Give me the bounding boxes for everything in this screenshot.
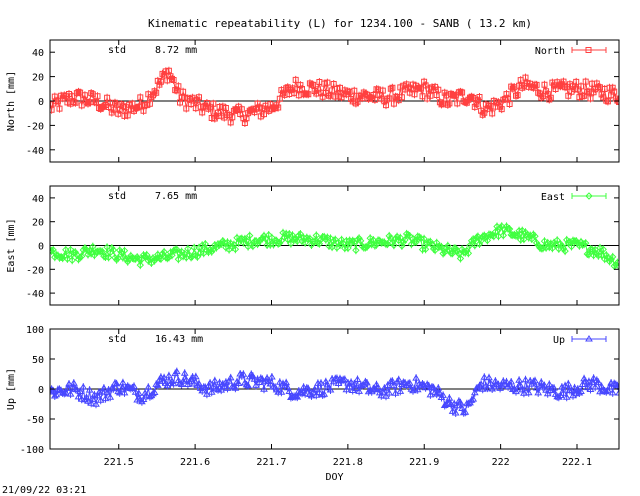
- y-tick-label: -50: [26, 415, 44, 426]
- y-tick-label: -40: [26, 146, 44, 157]
- x-tick-label: 221.5: [104, 457, 134, 468]
- std-label: std: [108, 45, 126, 56]
- y-tick-label: -40: [26, 289, 44, 300]
- std-value: 8.72 mm: [155, 45, 197, 56]
- x-tick-label: 221.8: [333, 457, 363, 468]
- y-tick-label: 50: [32, 355, 44, 366]
- legend-label: North: [535, 46, 565, 57]
- figure-title: Kinematic repeatability (L) for 1234.100…: [148, 17, 532, 30]
- east-series: [50, 222, 619, 271]
- up-panel: -100 -50 0 50 100 221.5 221.6 221.7 221.8 221.9 22…: [6, 325, 620, 483]
- north-line: [50, 69, 619, 125]
- std-label: std: [108, 191, 126, 202]
- y-axis-label: North [mm]: [6, 71, 17, 131]
- legend-marker: [585, 335, 593, 342]
- std-label: std: [108, 334, 126, 345]
- y-tick-label: 0: [38, 385, 44, 396]
- x-tick-label: 222: [492, 457, 510, 468]
- std-value: 7.65 mm: [155, 191, 197, 202]
- north-markers: [50, 66, 619, 127]
- y-tick-label: 40: [32, 194, 44, 205]
- up-markers: [50, 367, 619, 417]
- y-axis-label: Up [mm]: [6, 368, 17, 410]
- x-tick-label: 222.1: [562, 457, 592, 468]
- north-panel: -40 -20 0 20 40 North [mm] std 8.72 mm North: [6, 39, 620, 163]
- footer-timestamp: 21/09/22 03:21: [2, 485, 86, 496]
- x-tick-label: 221.7: [256, 457, 286, 468]
- x-axis-label: DOY: [325, 472, 343, 483]
- east-markers: [50, 222, 619, 271]
- north-series: [50, 66, 619, 127]
- x-tick-label: 221.9: [409, 457, 439, 468]
- east-panel: -40 -20 0 20 40 East [mm] std 7.65 mm East: [6, 185, 620, 306]
- up-series: [50, 367, 619, 417]
- y-tick-label: 20: [32, 218, 44, 229]
- y-tick-label: 0: [38, 97, 44, 108]
- y-tick-label: 100: [26, 325, 44, 336]
- y-tick-label: -20: [26, 121, 44, 132]
- y-tick-label: 20: [32, 73, 44, 84]
- x-tick-label: 221.6: [180, 457, 210, 468]
- std-value: 16.43 mm: [155, 334, 203, 345]
- y-tick-label: -20: [26, 265, 44, 276]
- legend-label: East: [541, 192, 565, 203]
- y-axis-label: East [mm]: [6, 218, 17, 272]
- y-tick-label: -100: [20, 445, 44, 456]
- y-tick-label: 0: [38, 242, 44, 253]
- y-tick-label: 40: [32, 48, 44, 59]
- legend-label: Up: [553, 335, 565, 346]
- legend-marker: [585, 192, 593, 200]
- legend-marker: [585, 47, 592, 53]
